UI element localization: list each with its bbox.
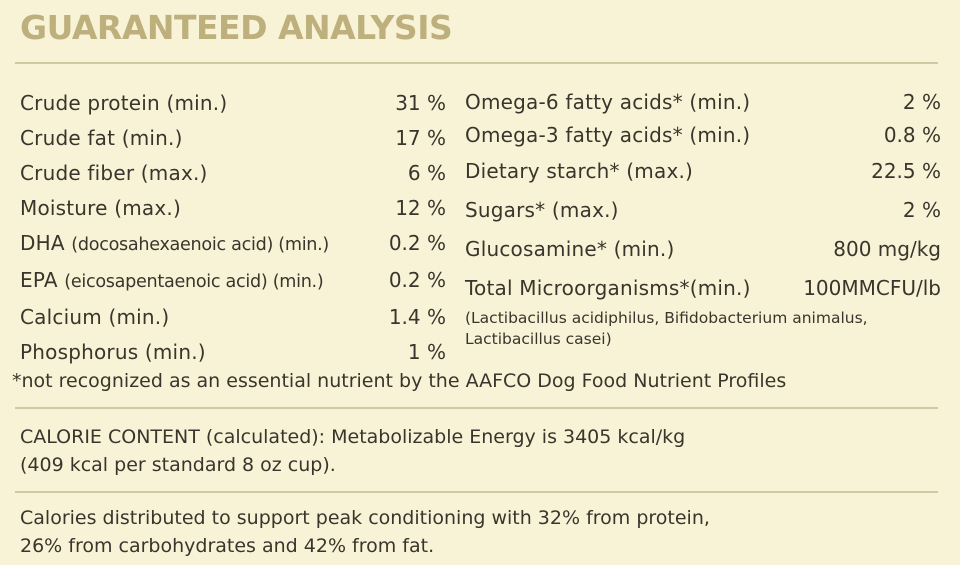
nutrient-value: 2 % [902,198,941,222]
nutrient-row-omega-6: Omega-6 fatty acids* (min.) 2 % [465,86,941,119]
nutrient-row-crude-fiber: Crude fiber (max.) 6 % [20,156,446,191]
distribution-line: Calories distributed to support peak con… [20,507,710,529]
nutrient-label-detail: (docosahexaenoic acid) (min.) [71,235,329,255]
nutrient-row-crude-protein: Crude protein (min.) 31 % [20,86,446,121]
nutrient-value: 100MMCFU/lb [803,276,941,300]
distribution-line: 26% from carbohydrates and 42% from fat. [20,535,435,557]
nutrient-label: Omega-3 fatty acids* (min.) [465,123,751,147]
microorganisms-note: (Lactibacillus acidiphilus, Bifidobacter… [465,309,868,327]
nutrient-value: 12 % [395,196,446,220]
calorie-distribution: Calories distributed to support peak con… [20,504,710,560]
calorie-divider [15,491,938,493]
nutrient-value: 6 % [407,161,446,185]
nutrient-label: Crude fat (min.) [20,126,183,150]
nutrient-value: 0.2 % [388,231,446,255]
nutrient-row-glucosamine: Glucosamine* (min.) 800 mg/kg [465,230,941,269]
nutrient-list-right: Omega-6 fatty acids* (min.) 2 % Omega-3 … [465,86,941,350]
nutrient-row-epa: EPA (eicosapentaenoic acid) (min.) 0.2 % [20,263,446,300]
nutrient-label-group: DHA (docosahexaenoic acid) (min.) [20,226,329,263]
nutrient-label: Crude fiber (max.) [20,161,208,185]
nutrient-list-left: Crude protein (min.) 31 % Crude fat (min… [20,86,446,370]
nutrient-row-crude-fat: Crude fat (min.) 17 % [20,121,446,156]
nutrient-label: Sugars* (max.) [465,198,619,222]
nutrient-value: 22.5 % [871,159,941,183]
nutrient-value: 0.2 % [388,268,446,292]
nutrient-label-detail: (eicosapentaenoic acid) (min.) [64,272,324,292]
nutrient-row-moisture: Moisture (max.) 12 % [20,191,446,226]
nutrient-value: 1 % [407,340,446,364]
nutrient-row-calcium: Calcium (min.) 1.4 % [20,300,446,335]
nutrient-label: Total Microorganisms*(min.) [465,276,751,300]
nutrient-value: 1.4 % [388,305,446,329]
nutrient-value: 2 % [902,90,941,114]
nutrient-value: 800 mg/kg [833,237,941,261]
calorie-line: CALORIE CONTENT (calculated): Metaboliza… [20,426,686,448]
nutrient-row-dha: DHA (docosahexaenoic acid) (min.) 0.2 % [20,226,446,263]
nutrient-label: DHA [20,231,65,255]
calorie-line: (409 kcal per standard 8 oz cup). [20,454,336,476]
section-title: GUARANTEED ANALYSIS [20,8,453,47]
footnote-divider [15,407,938,409]
nutrient-label-group: EPA (eicosapentaenoic acid) (min.) [20,263,324,300]
nutrient-row-phosphorus: Phosphorus (min.) 1 % [20,335,446,370]
nutrient-value: 31 % [395,91,446,115]
nutrient-label: Dietary starch* (max.) [465,159,694,183]
nutrient-row-omega-3: Omega-3 fatty acids* (min.) 0.8 % [465,119,941,152]
calorie-content: CALORIE CONTENT (calculated): Metaboliza… [20,423,685,479]
nutrient-label: EPA [20,268,58,292]
title-divider [15,62,938,64]
nutrient-row-dietary-starch: Dietary starch* (max.) 22.5 % [465,152,941,191]
nutrient-label: Crude protein (min.) [20,91,228,115]
nutrient-row-sugars: Sugars* (max.) 2 % [465,191,941,230]
nutrient-label: Phosphorus (min.) [20,340,206,364]
nutrient-label: Moisture (max.) [20,196,181,220]
nutrient-row-microorganisms: Total Microorganisms*(min.) 100MMCFU/lb [465,269,941,308]
microorganisms-note: Lactibacillus casei) [465,330,612,348]
nutrient-value: 17 % [395,126,446,150]
nutrient-label: Calcium (min.) [20,305,170,329]
nutrient-label: Glucosamine* (min.) [465,237,675,261]
aafco-footnote: *not recognized as an essential nutrient… [12,370,787,392]
nutrient-value: 0.8 % [883,123,941,147]
nutrient-label: Omega-6 fatty acids* (min.) [465,90,751,114]
